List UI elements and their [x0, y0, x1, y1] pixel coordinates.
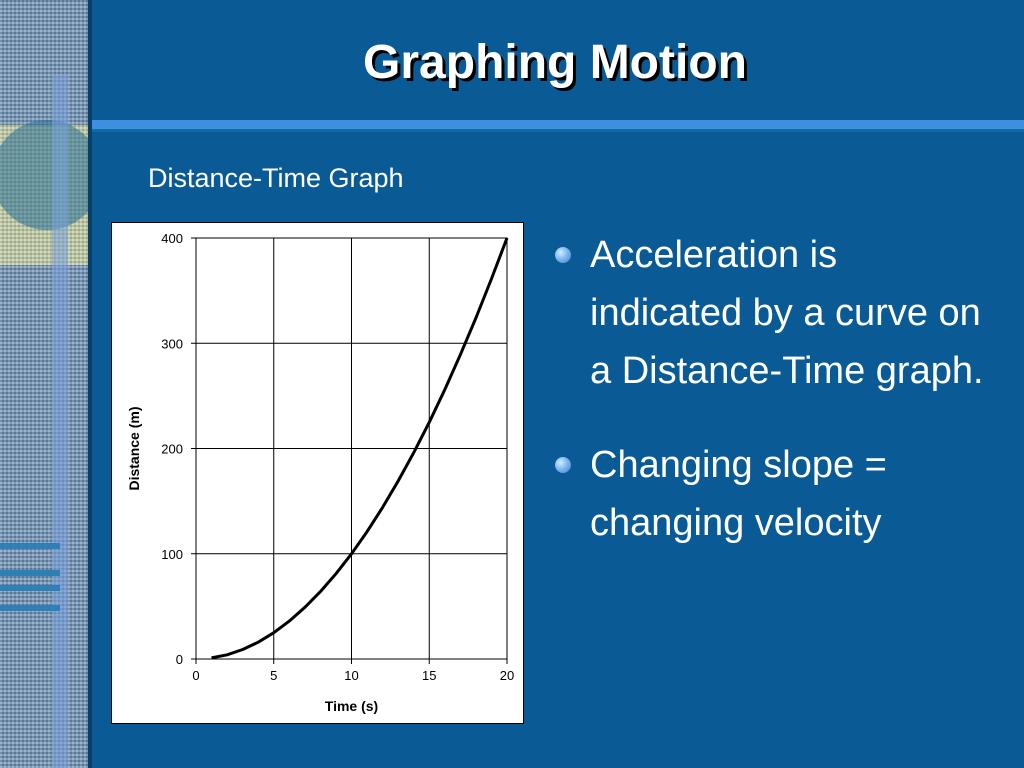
bullet-text: Acceleration is indicated by a curve on …	[590, 234, 984, 392]
title-rule-shadow	[92, 129, 1024, 132]
bullet-item: Acceleration is indicated by a curve on …	[553, 226, 993, 400]
y-tick-label: 0	[176, 652, 183, 667]
decorative-line	[0, 585, 60, 591]
slide-title: Graphing Motion	[363, 36, 747, 89]
bullet-dot-icon	[555, 247, 571, 263]
bullet-dot-icon	[555, 457, 571, 473]
y-axis-label: Distance (m)	[126, 406, 142, 490]
x-axis-label: Time (s)	[325, 698, 378, 714]
decorative-side-shadow	[88, 0, 92, 768]
x-tick-label: 10	[344, 668, 358, 683]
x-tick-label: 15	[422, 668, 436, 683]
series-line	[211, 237, 509, 660]
y-tick-label: 200	[161, 442, 183, 457]
decorative-line	[0, 570, 60, 576]
decorative-vertical-bar	[52, 75, 68, 768]
decorative-side-band	[0, 0, 88, 768]
x-tick-label: 0	[192, 668, 199, 683]
chart-heading: Distance-Time Graph	[148, 163, 404, 193]
decorative-line	[0, 543, 60, 549]
y-tick-label: 300	[161, 336, 183, 351]
y-tick-label: 100	[161, 547, 183, 562]
y-tick-label: 400	[161, 231, 183, 246]
x-tick-label: 20	[500, 668, 514, 683]
title-rule	[92, 120, 1024, 129]
decorative-line	[0, 605, 60, 611]
bullet-item: Changing slope = changing velocity	[553, 436, 993, 552]
bullet-list: Acceleration is indicated by a curve on …	[553, 226, 993, 552]
x-tick-label: 5	[270, 668, 277, 683]
bullet-text: Changing slope = changing velocity	[590, 444, 887, 544]
distance-time-chart: 0 5 10 15 20 0 100 200 300 400 Time (s) Distance (m…	[111, 222, 524, 724]
decorative-circle	[0, 120, 88, 230]
